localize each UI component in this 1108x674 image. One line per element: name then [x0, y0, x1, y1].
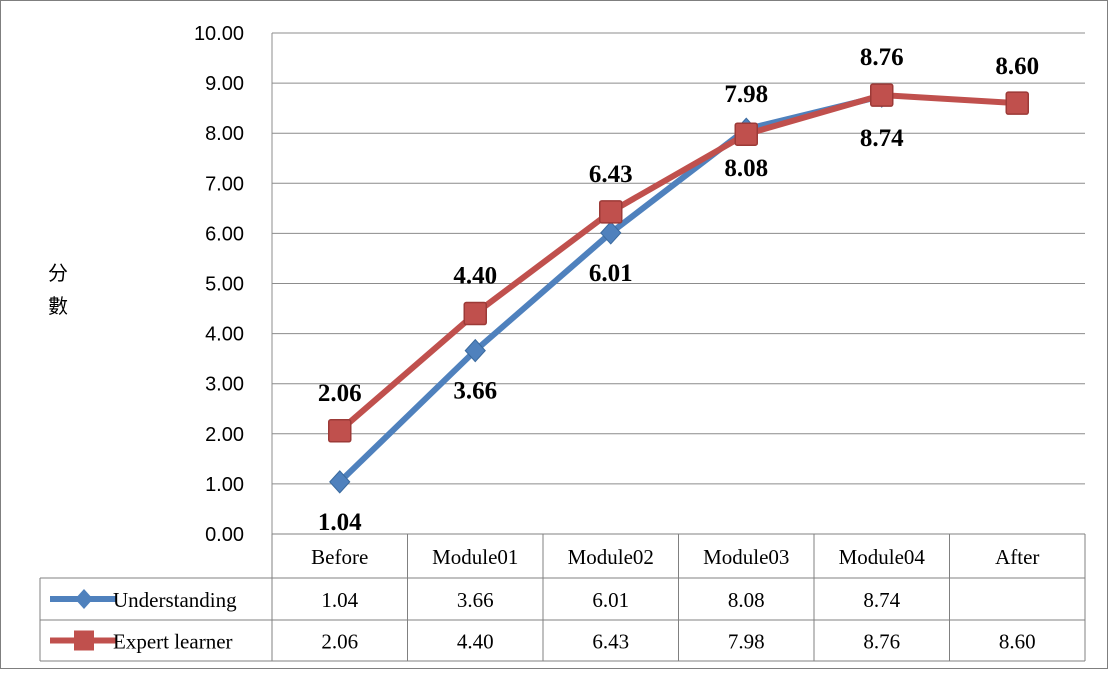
- table-value-cell: 6.43: [592, 630, 629, 654]
- data-label: 1.04: [318, 509, 362, 536]
- y-tick-label: 3.00: [205, 374, 244, 396]
- series-lines: [328, 83, 1029, 494]
- y-axis-ticks: 0.00 1.00 2.00 3.00 4.00 5.00 6.00 7.00 8.00 9.00…: [194, 23, 244, 546]
- table-value-cell: 8.74: [863, 588, 900, 612]
- y-tick-label: 8.00: [205, 123, 244, 145]
- data-labels: 1.04 3.66 6.01 8.08 8.74 2.06 4.40 6.43 7.98 8.76…: [318, 44, 1039, 536]
- y-tick-label: 7.00: [205, 173, 244, 195]
- x-category-label: Module03: [703, 545, 789, 569]
- x-category-label: Module01: [432, 545, 518, 569]
- data-label: 8.74: [860, 125, 904, 152]
- data-point-diamond: [329, 470, 351, 494]
- data-label: 4.40: [453, 263, 497, 290]
- data-point-square: [463, 301, 487, 326]
- data-point-square: [599, 200, 623, 224]
- data-label: 8.60: [995, 53, 1039, 80]
- y-tick-label: 1.00: [205, 474, 244, 496]
- x-category-label: Module04: [839, 545, 926, 569]
- x-category-label: Module02: [568, 545, 654, 569]
- y-axis-label-char-2: 數: [48, 294, 68, 318]
- table-value-cell: 1.04: [321, 588, 358, 612]
- y-tick-label: 2.00: [205, 424, 244, 446]
- data-point-diamond: [464, 338, 486, 363]
- table-value-cell: 6.01: [592, 588, 629, 612]
- x-category-label: Before: [311, 545, 368, 569]
- data-point-square: [734, 122, 758, 146]
- legend-series-name: Expert learner: [113, 630, 233, 654]
- table-value-cell: 8.60: [999, 630, 1036, 654]
- data-label: 6.01: [589, 260, 633, 287]
- y-axis-label-char-1: 分: [48, 261, 68, 285]
- data-point-diamond: [600, 221, 622, 245]
- legend-square-marker: [74, 630, 94, 651]
- table-value-cell: 7.98: [728, 630, 765, 654]
- data-label: 8.76: [860, 44, 904, 71]
- table-value-cell: 8.76: [863, 630, 900, 654]
- y-tick-label: 9.00: [205, 73, 244, 95]
- y-tick-label: 6.00: [205, 223, 244, 245]
- x-category-label: After: [995, 545, 1039, 569]
- data-table: Before Module01 Module02 Module03 Module04 Af…: [39, 533, 1086, 662]
- table-value-cell: 4.40: [457, 630, 494, 654]
- legend-diamond-marker: [75, 589, 93, 609]
- y-tick-label: 4.00: [205, 324, 244, 346]
- data-label: 8.08: [724, 155, 768, 182]
- legend-series-name: Understanding: [113, 588, 237, 612]
- table-value-cell: 2.06: [321, 630, 358, 654]
- y-tick-label: 5.00: [205, 274, 244, 296]
- data-label: 2.06: [318, 380, 362, 407]
- data-label: 3.66: [453, 378, 497, 405]
- data-point-square: [1005, 91, 1029, 115]
- y-tick-label: 10.00: [194, 23, 244, 45]
- data-point-square: [870, 83, 894, 107]
- y-tick-label: 0.00: [205, 524, 244, 546]
- data-label: 7.98: [724, 81, 768, 108]
- series-line: [337, 92, 1018, 434]
- data-point-square: [328, 419, 352, 443]
- table-value-cell: 3.66: [457, 588, 494, 612]
- data-label: 6.43: [589, 161, 633, 188]
- table-value-cell: 8.08: [728, 588, 765, 612]
